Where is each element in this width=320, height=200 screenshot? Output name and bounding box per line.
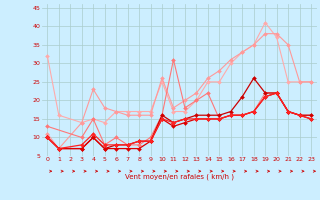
X-axis label: Vent moyen/en rafales ( km/h ): Vent moyen/en rafales ( km/h ) [125, 173, 234, 180]
